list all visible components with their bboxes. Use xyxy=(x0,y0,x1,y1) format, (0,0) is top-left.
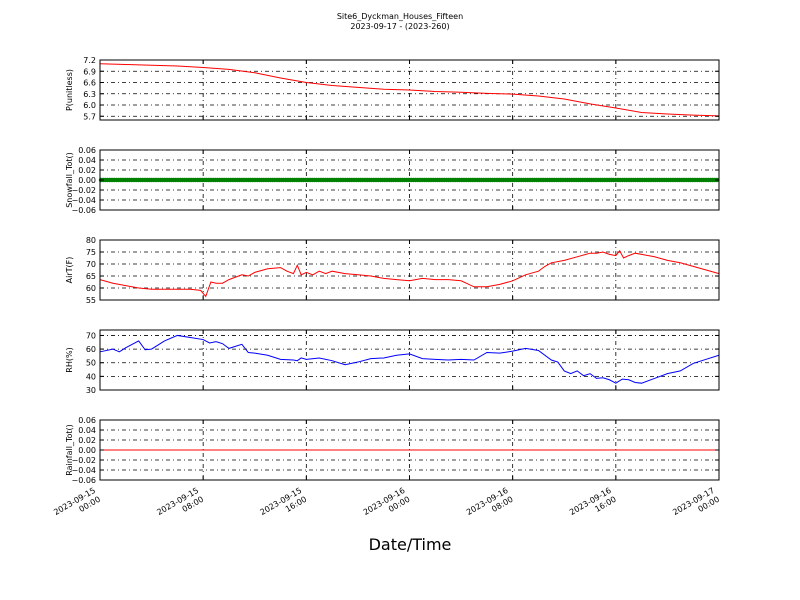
y-tick-label: 0.00 xyxy=(78,176,96,185)
y-tick-label: 0.04 xyxy=(78,426,96,435)
panel-1: 7.2 6.9 6.6 6.3 6.0 5.7 P(unitless) xyxy=(65,56,720,121)
y-tick-label: 80 xyxy=(86,236,96,245)
panel-3: 80 75 70 65 60 55 AirT(F) xyxy=(65,236,720,305)
x-tick-label: 2023-09-1516:00 xyxy=(259,486,309,526)
x-tick-label: 2023-09-1600:00 xyxy=(362,486,412,526)
y-tick-label: −0.02 xyxy=(71,186,96,195)
panel-4: 70 60 50 40 30 RH(%) xyxy=(65,329,720,395)
x-tick-label: 2023-09-1616:00 xyxy=(568,486,618,526)
y-tick-label: −0.04 xyxy=(71,466,96,475)
y-tick-label: −0.04 xyxy=(71,196,96,205)
y-tick-label: −0.06 xyxy=(71,206,96,215)
y-tick-label: 60 xyxy=(86,345,96,354)
y-axis-label: Rainfall_Tot() xyxy=(65,424,74,476)
panel-3-grid xyxy=(100,240,719,300)
y-tick-label: 30 xyxy=(86,386,96,395)
y-tick-label: −0.02 xyxy=(71,456,96,465)
x-tick-label: 2023-09-1608:00 xyxy=(465,486,515,526)
y-tick-label: 6.3 xyxy=(83,90,96,99)
x-tick-label: 2023-09-1508:00 xyxy=(155,486,205,526)
x-tick-label: 2023-09-1700:00 xyxy=(671,486,721,526)
x-axis-label: Date/Time xyxy=(369,535,452,554)
panel-2: 0.060.040.020.00−0.02−0.04−0.06Snowfall_… xyxy=(65,146,720,215)
y-axis-label: AirT(F) xyxy=(65,257,74,284)
figure-subtitle: 2023-09-17 - (2023-260) xyxy=(350,22,449,31)
figure-title: Site6_Dyckman_Houses_Fifteen xyxy=(337,12,463,21)
y-tick-label: −0.06 xyxy=(71,476,96,485)
y-axis-label: Snowfall_Tot() xyxy=(65,152,74,208)
y-tick-label: 75 xyxy=(86,248,96,257)
series-line xyxy=(99,334,720,384)
y-tick-label: 65 xyxy=(86,272,96,281)
series-line xyxy=(99,63,720,117)
panel-5: 0.060.040.020.00−0.02−0.04−0.06Rainfall_… xyxy=(65,416,720,485)
y-tick-label: 5.7 xyxy=(83,112,96,121)
y-tick-label: 70 xyxy=(86,260,96,269)
y-tick-label: 0.00 xyxy=(78,446,96,455)
y-tick-label: 0.02 xyxy=(78,436,96,445)
x-tick-label: 2023-09-1500:00 xyxy=(52,486,102,526)
y-tick-label: 70 xyxy=(86,331,96,340)
y-tick-label: 0.04 xyxy=(78,156,96,165)
panel-4-grid xyxy=(100,330,719,390)
y-axis-label: RH(%) xyxy=(65,347,74,372)
y-tick-label: 7.2 xyxy=(83,56,96,65)
y-tick-label: 0.06 xyxy=(78,416,96,425)
y-tick-label: 40 xyxy=(86,372,96,381)
y-tick-label: 0.02 xyxy=(78,166,96,175)
y-tick-label: 50 xyxy=(86,359,96,368)
y-axis-label: P(unitless) xyxy=(65,69,74,111)
y-tick-label: 60 xyxy=(86,284,96,293)
y-tick-label: 6.6 xyxy=(83,79,96,88)
y-tick-label: 0.06 xyxy=(78,146,96,155)
snowfall-markers xyxy=(98,177,720,183)
y-tick-label: 6.9 xyxy=(83,67,96,76)
y-tick-label: 6.0 xyxy=(83,101,96,110)
y-tick-label: 55 xyxy=(86,296,96,305)
x-axis-tick-labels: 2023-09-1500:00 2023-09-1508:00 2023-09-15… xyxy=(52,486,721,526)
chart-panels: 7.26.96.66.36.05.7P(unitless)0.060.040.0… xyxy=(65,56,720,485)
series-line xyxy=(99,249,720,298)
